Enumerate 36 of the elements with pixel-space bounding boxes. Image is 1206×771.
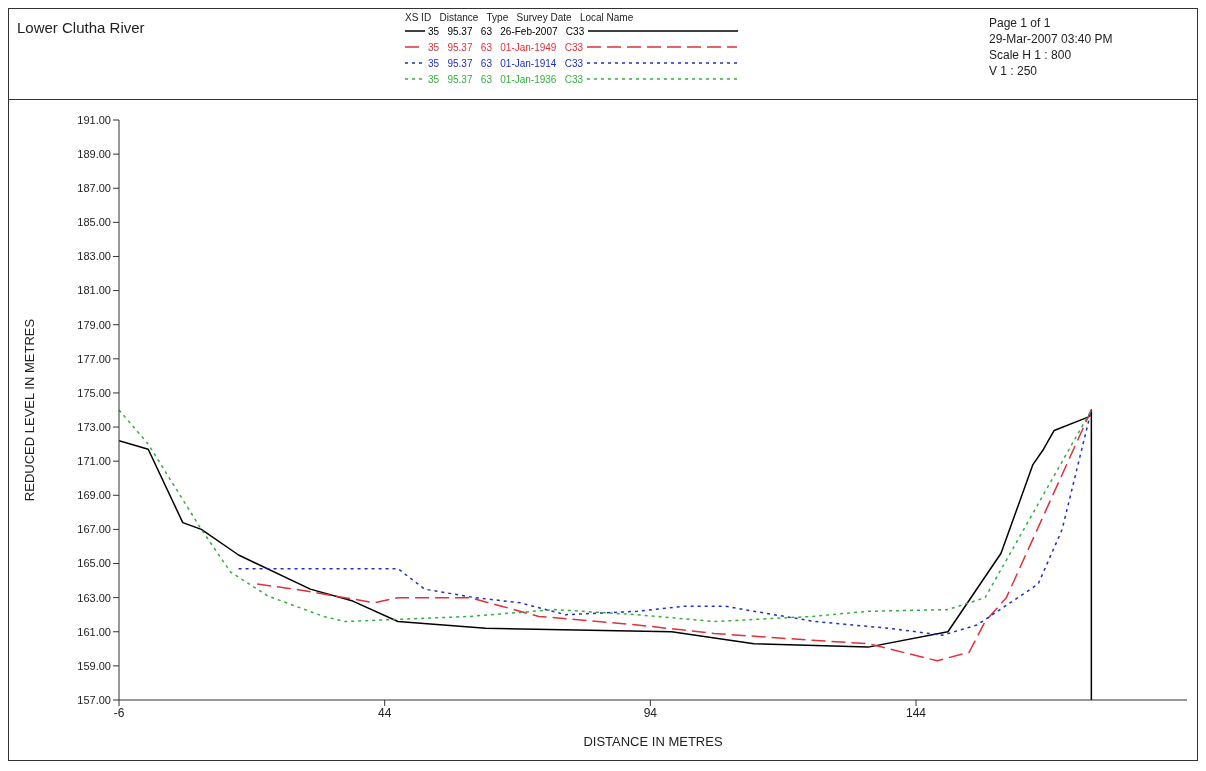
y-axis-title: REDUCED LEVEL IN METRES <box>21 318 37 502</box>
y-tick-label: 177.00 <box>77 352 111 365</box>
legend-title: XS ID Distance Type Survey Date Local Name <box>405 12 635 23</box>
x-tick-label: 94 <box>643 705 658 720</box>
y-tick-label: 175.00 <box>77 386 111 399</box>
line-series <box>119 409 1093 623</box>
y-tick-label: 159.00 <box>77 659 111 672</box>
y-tick-label: 187.00 <box>77 182 111 195</box>
y-tick-label: 167.00 <box>77 523 111 536</box>
text: Scale H 1 : 800 <box>989 47 1073 63</box>
x-tick-label: -6 <box>113 705 125 720</box>
y-tick-label: 191.00 <box>77 113 111 126</box>
y-tick-label: 183.00 <box>77 250 111 263</box>
y-tick-label: 179.00 <box>77 318 111 331</box>
x-axis-title: DISTANCE IN METRES <box>583 734 723 749</box>
y-tick-label: 165.00 <box>77 557 111 570</box>
x-tick-label: 44 <box>377 705 392 720</box>
y-tick-label: 161.00 <box>77 625 111 638</box>
legend-label: 35 95.37 63 26-Feb-2007 C33 <box>428 25 585 37</box>
y-tick-label: 157.00 <box>77 693 111 706</box>
text: 29-Mar-2007 03:40 PM <box>989 31 1114 47</box>
chart-title: Lower Clutha River <box>16 18 146 38</box>
x-tick-label: 144 <box>906 705 927 720</box>
y-tick-label: 189.00 <box>77 148 111 161</box>
y-tick-label: 171.00 <box>77 455 111 468</box>
legend-label: 35 95.37 63 01-Jan-1914 C33 <box>428 57 584 69</box>
text: Page 1 of 1 <box>989 15 1052 31</box>
y-tick-label: 181.00 <box>77 284 111 297</box>
y-tick-label: 173.00 <box>77 420 111 433</box>
text: V 1 : 250 <box>989 63 1039 79</box>
legend-label: 35 95.37 63 01-Jan-1936 C33 <box>428 73 584 85</box>
y-tick-label: 169.00 <box>77 489 111 502</box>
line-series <box>119 409 1093 700</box>
legend-label: 35 95.37 63 01-Jan-1949 C33 <box>428 41 584 53</box>
y-tick-label: 163.00 <box>77 591 111 604</box>
y-tick-label: 185.00 <box>77 216 111 229</box>
